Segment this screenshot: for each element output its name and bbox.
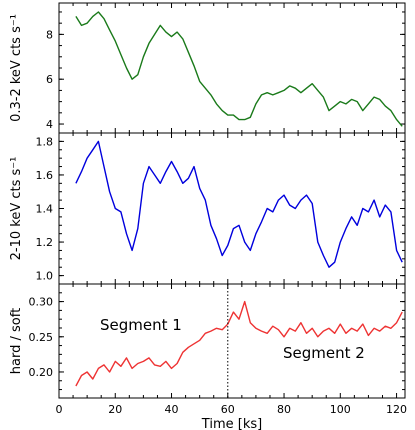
x-tick-label: 20: [108, 403, 122, 416]
y-tick-label: 1.4: [36, 203, 54, 216]
series-line-bottom: [75, 300, 403, 387]
y-tick-label: 8: [46, 28, 53, 41]
x-tick-label: 120: [386, 403, 407, 416]
y-tick-label: 1.2: [36, 236, 54, 249]
series-line-top: [75, 11, 403, 127]
y-tick-label: 0.20: [29, 366, 54, 379]
series-line-middle: [75, 140, 403, 268]
panel-middle: 1.0 1.2 1.4 1.6 1.8 2-10 keV cts s⁻¹: [9, 132, 406, 285]
x-tick-label: 100: [330, 403, 351, 416]
panel-frame: [58, 2, 406, 134]
y-tick-label: 0.30: [29, 296, 54, 309]
y-tick-label: 1.8: [36, 135, 54, 148]
y-tick-label: 1.6: [36, 169, 54, 182]
y-tick-label: 1.0: [36, 270, 54, 283]
segment-label-1: Segment 1: [100, 316, 182, 334]
y-tick-label: 4: [46, 118, 53, 131]
x-tick-label: 0: [56, 403, 63, 416]
y-axis-label: 0.3-2 keV cts s⁻¹: [9, 14, 24, 122]
x-tick-label: 60: [221, 403, 235, 416]
segment-label-2: Segment 2: [283, 344, 365, 362]
x-tick-label: 80: [277, 403, 291, 416]
x-tick-label: 40: [165, 403, 179, 416]
y-axis-label: hard / soft: [9, 308, 24, 374]
y-tick-label: 0.25: [29, 331, 54, 344]
panel-top: 4 6 8 0.3-2 keV cts s⁻¹: [9, 2, 406, 134]
panel-bottom: 0 20 40 60 80 100 120 0.20 0.25 0.30 hard / soft Se…: [9, 283, 407, 430]
y-tick-label: 6: [46, 73, 53, 86]
panel-frame: [58, 283, 406, 399]
x-axis-label: Time [ks]: [201, 417, 262, 430]
y-axis-label: 2-10 keV cts s⁻¹: [9, 157, 24, 261]
panel-frame: [58, 132, 406, 285]
